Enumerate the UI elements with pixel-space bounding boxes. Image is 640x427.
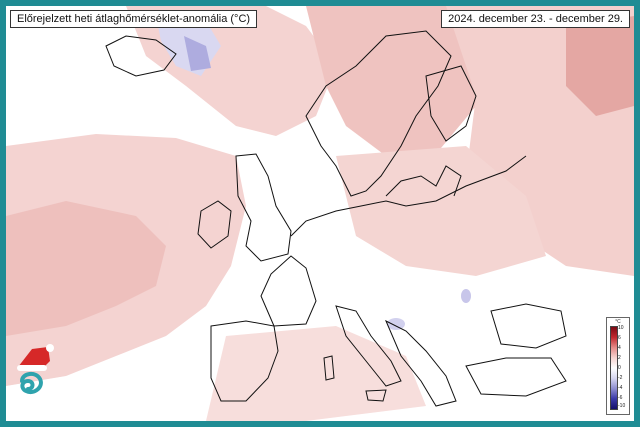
colorbar-tick: 10 (618, 325, 624, 331)
britain-coast (235, 153, 292, 262)
colorbar-tick: 0 (618, 365, 621, 371)
santa-hat-icon (18, 347, 50, 367)
ireland-coast (197, 200, 232, 249)
balkan-cold-spot (387, 318, 405, 330)
christmas-hat-logo-icon (17, 344, 54, 394)
sardinia-coast (323, 355, 335, 381)
iceland-coast (105, 35, 177, 77)
map-area: Előrejelzett heti átlaghőmérséklet-anomá… (6, 6, 634, 421)
carpathian-cold-spot (461, 289, 471, 303)
baltic-coast (385, 165, 462, 197)
colorbar: °C 10 6 4 2 0 -2 -4 -6 -10 (606, 317, 630, 415)
colorbar-tick: -10 (618, 403, 626, 409)
mediterranean-field (206, 326, 426, 421)
russia-warm-core (566, 16, 634, 116)
atlantic-warm-core (6, 201, 166, 336)
scandinavia-coast (305, 30, 452, 197)
colorbar-unit: °C (615, 319, 621, 325)
anomaly-fields (6, 6, 634, 421)
finland-coast (425, 65, 477, 142)
iberia-coast (210, 320, 279, 402)
colorbar-tick: -2 (618, 375, 623, 381)
arctic-cold-core (184, 36, 211, 71)
coastlines (105, 30, 567, 407)
date-range: 2024. december 23. - december 29. (441, 10, 630, 28)
map-title: Előrejelzett heti átlaghőmérséklet-anomá… (10, 10, 258, 28)
colorbar-gradient (610, 326, 618, 410)
black-sea-coast (490, 303, 567, 349)
colorbar-tick: 4 (618, 345, 621, 351)
eastern-europe-field (336, 146, 546, 276)
colorbar-tick: -4 (618, 385, 623, 391)
turkey-coast (465, 357, 567, 397)
balkans-coast (385, 319, 457, 407)
continent-coast (290, 155, 527, 237)
wave-logo-icon (20, 372, 43, 394)
colorbar-tick: -6 (618, 395, 623, 401)
italy-coast (335, 305, 402, 387)
sicily-coast (365, 389, 387, 402)
colorbar-tick: 6 (618, 335, 621, 341)
anomaly-map (6, 6, 634, 421)
france-coast (260, 255, 317, 327)
colorbar-tick: 2 (618, 355, 621, 361)
